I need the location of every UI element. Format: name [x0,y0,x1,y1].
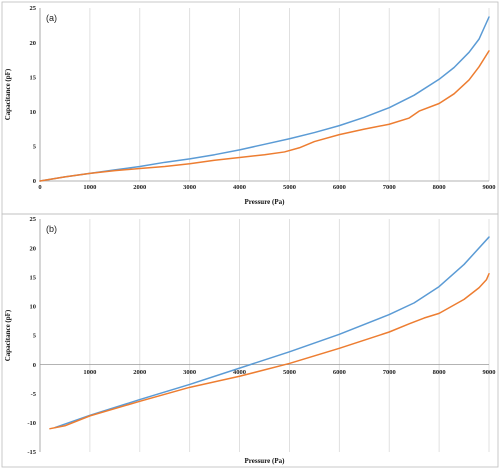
x-tick-label: 9000 [483,184,496,191]
x-tick-label: 9000 [483,369,496,376]
series-line-2 [49,273,490,430]
y-tick-label: 15 [30,274,37,281]
x-axis-title: Pressure (Pa) [245,457,286,465]
x-tick-label: 4000 [233,184,246,191]
y-axis-title: Capacitance (pF) [4,68,12,120]
x-tick-label: 7000 [383,184,396,191]
y-tick-label: 10 [30,109,37,116]
panel-label: (b) [46,224,57,234]
x-tick-label: 5000 [283,369,296,376]
y-tick-label: 0 [33,178,36,185]
y-tick-label: -15 [27,449,36,456]
series-line-1 [39,16,490,182]
panel-label: (a) [46,13,57,23]
x-tick-label: 6000 [333,184,346,191]
x-tick-label: 5000 [283,184,296,191]
y-axis-title: Capacitance (pF) [4,309,12,361]
y-tick-label: 25 [30,5,37,12]
panel-frame [1,1,499,215]
x-tick-label: 1000 [83,184,96,191]
panel-frame [1,213,499,468]
chart-panel-a: 0 5 10 15 20 25 0 1000 2000 3000 4000 5000 6000 7000 8… [1,1,499,215]
x-tick-label: 8000 [433,369,446,376]
x-tick-label: 7000 [383,369,396,376]
chart-panel-b: -15 -10 -5 0 5 10 15 20 25 1000 2000 3000 4000 5000 60… [1,213,499,468]
y-tick-label: 10 [30,304,37,311]
x-axis-title: Pressure (Pa) [245,198,286,206]
x-tick-label: 2000 [133,184,146,191]
series-line-1 [54,236,490,429]
x-tick-label: 3000 [183,369,196,376]
y-tick-label: 0 [33,362,36,369]
series-line-2 [39,50,490,182]
x-tick-label: 8000 [433,184,446,191]
y-tick-label: 20 [30,245,37,252]
y-tick-label: 20 [30,40,37,47]
y-tick-label: 25 [30,216,37,223]
x-tick-label: 4000 [233,369,246,376]
y-tick-label: 15 [30,74,37,81]
x-tick-label: 6000 [333,369,346,376]
x-tick-label: 2000 [133,369,146,376]
y-tick-label: -10 [27,420,36,427]
y-tick-label: 5 [33,333,37,340]
x-tick-label: 3000 [183,184,196,191]
x-tick-label: 1000 [83,369,96,376]
x-tick-label: 0 [38,184,41,191]
y-tick-label: -5 [31,391,37,398]
y-tick-label: 5 [33,144,37,151]
